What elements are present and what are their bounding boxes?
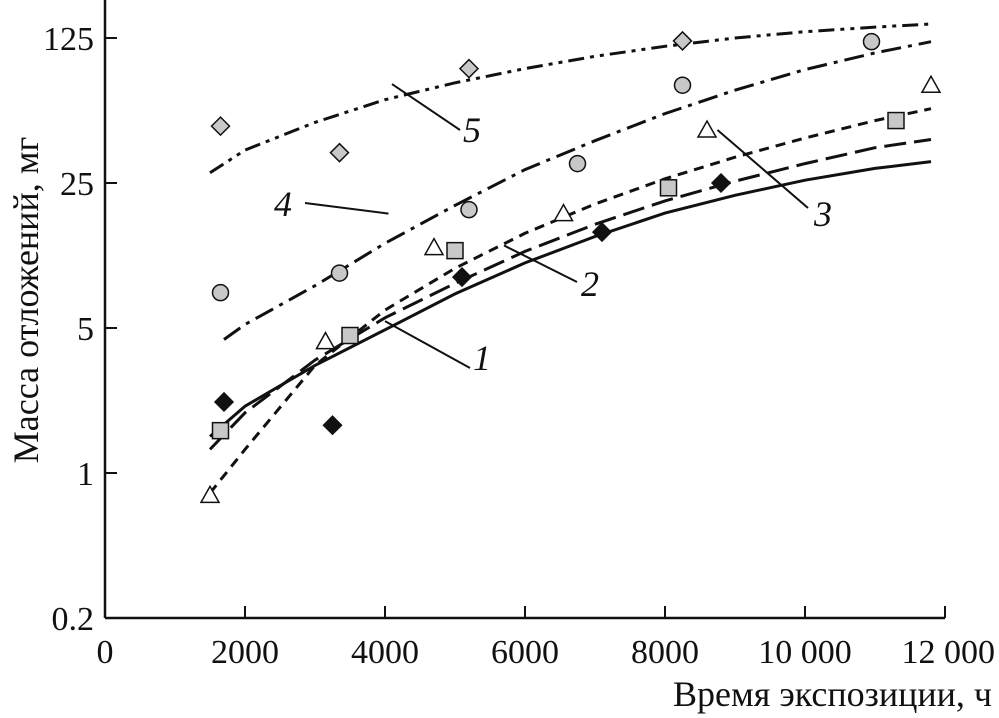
data-point-series-5 (210, 116, 231, 137)
data-point-series-1 (710, 172, 732, 194)
leader-line-5 (391, 83, 461, 131)
data-point-series-2 (341, 326, 359, 345)
data-point-series-5 (329, 142, 350, 163)
leader-line-2 (503, 244, 578, 283)
x-tick-label: 0 (97, 634, 114, 671)
data-point-series-1 (451, 267, 473, 288)
data-point-series-1 (322, 415, 343, 436)
y-axis-title: Масса отложений, мг (6, 137, 46, 464)
data-point-series-2 (887, 111, 905, 130)
chart-markers (199, 30, 942, 504)
x-tick-label: 6000 (491, 634, 559, 671)
data-point-series-4 (211, 283, 230, 302)
curve-label-1: 1 (473, 338, 491, 378)
data-point-series-2 (659, 179, 678, 197)
fit-curve-5 (209, 22, 932, 175)
data-point-series-5 (458, 58, 480, 79)
data-point-series-3 (199, 484, 221, 504)
x-tick-label: 4000 (351, 634, 419, 671)
x-tick-label: 2000 (211, 634, 279, 671)
curve-label-2: 2 (581, 264, 599, 304)
y-tick-label: 1 (77, 456, 94, 493)
data-point-series-4 (673, 76, 692, 94)
y-tick-label: 25 (60, 166, 94, 203)
data-point-series-3 (315, 331, 336, 350)
y-tick-label: 5 (77, 311, 94, 348)
data-point-series-3 (423, 237, 445, 256)
data-point-series-4 (568, 154, 587, 173)
leader-line-4 (304, 202, 389, 215)
x-tick-label: 12 000 (902, 634, 996, 671)
data-point-series-4 (862, 32, 881, 51)
y-tick-label: 125 (43, 21, 94, 58)
chart-curve-labels: 1 2 3 4 5 (274, 83, 832, 378)
leader-line-1 (384, 320, 471, 369)
fit-curve-3 (208, 107, 932, 495)
data-point-series-2 (446, 241, 464, 260)
x-tick-label: 10 000 (758, 634, 852, 671)
curve-label-4: 4 (274, 184, 292, 224)
fit-curve-1 (209, 160, 932, 438)
curve-label-3: 3 (813, 194, 832, 234)
x-tick-label: 8000 (631, 634, 699, 671)
data-point-series-2 (211, 421, 230, 440)
data-point-series-4 (330, 264, 349, 282)
data-point-series-5 (672, 30, 693, 51)
fit-curve-2 (208, 138, 932, 451)
data-point-series-3 (696, 119, 718, 138)
x-axis-title: Время экспозиции, ч (673, 674, 992, 714)
curve-label-5: 5 (463, 110, 481, 150)
data-point-series-3 (553, 203, 574, 222)
data-point-series-4 (460, 200, 478, 219)
chart-fit-curves (208, 22, 932, 495)
y-tick-label: 0.2 (52, 601, 95, 638)
fit-curve-4 (223, 40, 932, 341)
data-point-series-3 (920, 74, 942, 93)
data-point-series-1 (591, 222, 613, 243)
leader-line-3 (716, 129, 809, 209)
data-point-series-1 (213, 391, 235, 413)
